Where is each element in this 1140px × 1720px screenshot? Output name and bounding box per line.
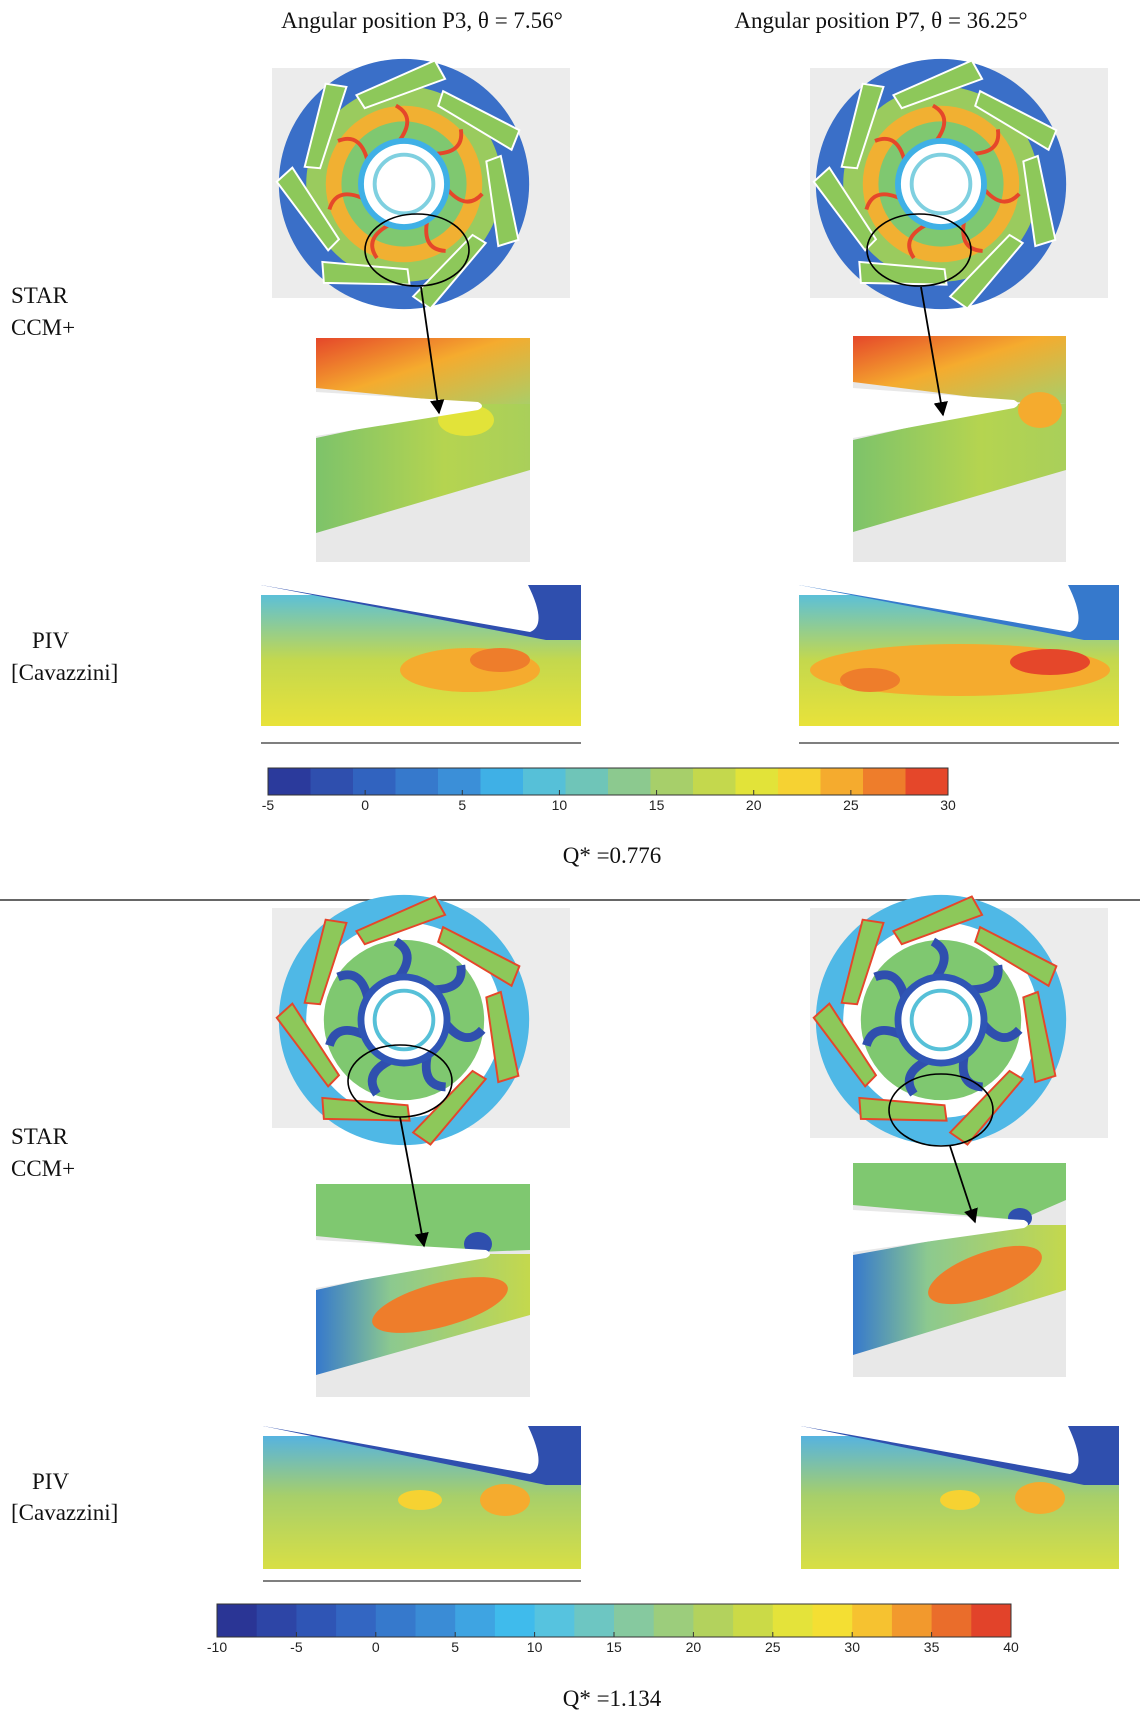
colorbar-tick-label: 15 [606, 1639, 622, 1655]
colorbar-band [268, 768, 311, 795]
colorbar-tick-label: 30 [940, 797, 956, 813]
row-label: CCM+ [11, 1156, 75, 1181]
colorbar-band [971, 1604, 1011, 1637]
cfd-zoom [316, 287, 1066, 562]
colorbar-band [396, 768, 439, 795]
colorbar-tick-label: 10 [552, 797, 568, 813]
row-label: PIV [32, 1469, 69, 1494]
cfd-zoom [316, 1117, 1066, 1397]
row-label: [Cavazzini] [11, 1500, 118, 1525]
colorbar-band [614, 1604, 654, 1637]
colorbar-tick-label: 20 [746, 797, 762, 813]
colorbar-band [257, 1604, 297, 1637]
colorbar-band [566, 768, 609, 795]
row-label: [Cavazzini] [11, 660, 118, 685]
colorbar-band [852, 1604, 892, 1637]
piv-field [261, 585, 1119, 743]
column-title: Angular position P3, θ = 7.56° [281, 8, 563, 33]
colorbar-band [693, 768, 736, 795]
colorbar-band [353, 768, 396, 795]
colorbar-band [693, 1604, 733, 1637]
colorbar-tick-label: 40 [1003, 1639, 1019, 1655]
colorbar-tick-label: 10 [527, 1639, 543, 1655]
figure: Angular position P3, θ = 7.56° Angular p… [0, 0, 1140, 1720]
colorbar-band [863, 768, 906, 795]
colorbar-band [574, 1604, 614, 1637]
colorbar-band [654, 1604, 694, 1637]
colorbar-band [892, 1604, 932, 1637]
colorbar-tick-label: 5 [451, 1639, 459, 1655]
colorbar-tick-label: -5 [262, 797, 275, 813]
colorbar-band [416, 1604, 456, 1637]
colorbar-band [773, 1604, 813, 1637]
colorbar-tick-label: 30 [844, 1639, 860, 1655]
colorbar-band [438, 768, 481, 795]
colorbar-tick-label: 0 [372, 1639, 380, 1655]
colorbar-band [311, 768, 354, 795]
colorbar-tick-label: -5 [290, 1639, 303, 1655]
colorbar-tick-label: 15 [649, 797, 665, 813]
caption: Q* =0.776 [563, 843, 662, 868]
colorbar-tick-label: 5 [458, 797, 466, 813]
caption: Q* =1.134 [563, 1686, 662, 1711]
column-title: Angular position P7, θ = 36.25° [734, 8, 1027, 33]
row-label: PIV [32, 628, 69, 653]
colorbar-tick-label: 20 [686, 1639, 702, 1655]
colorbar-tick-label: 25 [843, 797, 859, 813]
colorbar-band [733, 1604, 773, 1637]
colorbar-band [932, 1604, 972, 1637]
cfd-overview [260, 872, 1108, 1154]
colorbar-band [906, 768, 949, 795]
colorbar-band [736, 768, 779, 795]
row-label: STAR [11, 1124, 69, 1149]
colorbar-tick-label: -10 [207, 1639, 227, 1655]
colorbar-band [481, 768, 524, 795]
colorbar-band [336, 1604, 376, 1637]
piv-field [263, 1426, 1119, 1581]
row-label: STAR [11, 283, 69, 308]
colorbar-band [608, 768, 651, 795]
colorbar-band [495, 1604, 535, 1637]
colorbar-tick-label: 35 [924, 1639, 940, 1655]
colorbar-band [455, 1604, 495, 1637]
row-label: CCM+ [11, 315, 75, 340]
colorbar-band [778, 768, 821, 795]
colorbar-band [376, 1604, 416, 1637]
colorbar-band [217, 1604, 257, 1637]
colorbar-band [535, 1604, 575, 1637]
colorbar-band [821, 768, 864, 795]
colorbar-tick-label: 25 [765, 1639, 781, 1655]
colorbar-band [813, 1604, 853, 1637]
cfd-overview [260, 36, 1108, 318]
colorbar-band [296, 1604, 336, 1637]
colorbar-tick-label: 0 [361, 797, 369, 813]
